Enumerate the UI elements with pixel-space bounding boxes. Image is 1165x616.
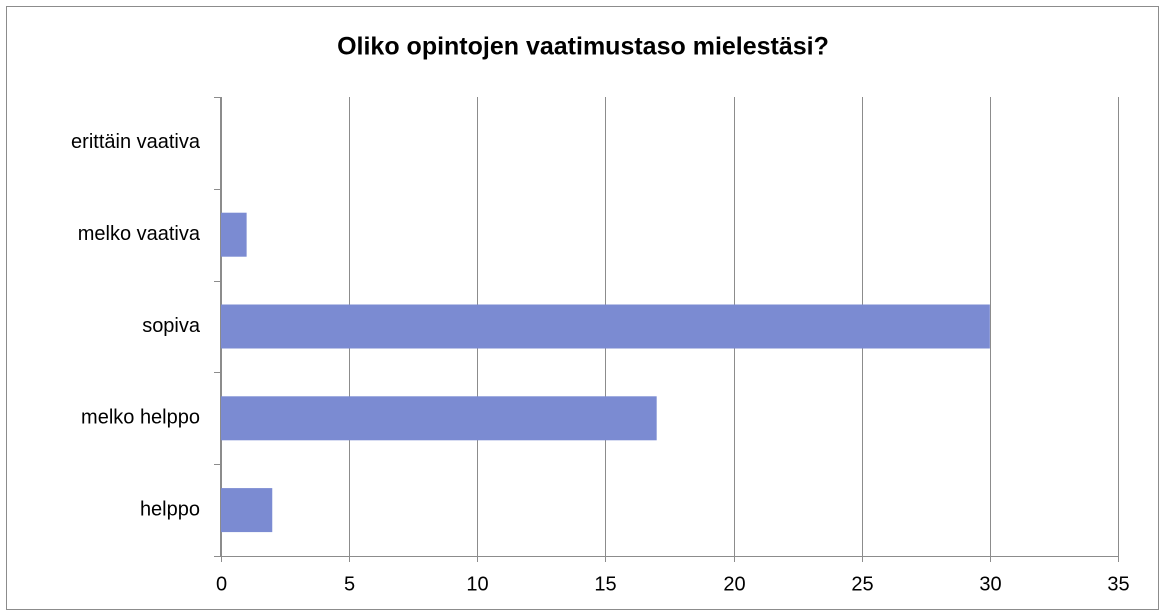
bar xyxy=(221,488,273,533)
x-tick-label: 0 xyxy=(216,573,227,595)
bar xyxy=(221,396,657,441)
x-tick-label: 20 xyxy=(723,573,745,595)
y-tick-label: sopiva xyxy=(142,315,201,337)
y-tick-label: erittäin vaativa xyxy=(71,131,201,153)
x-tick-label: 15 xyxy=(594,573,616,595)
x-tick-label: 5 xyxy=(344,573,355,595)
x-tick-label: 30 xyxy=(979,573,1001,595)
x-tick-label: 10 xyxy=(466,573,488,595)
chart-title: Oliko opintojen vaatimustaso mielestäsi? xyxy=(337,33,829,61)
x-tick-label: 25 xyxy=(851,573,873,595)
y-tick-label: melko vaativa xyxy=(78,223,201,245)
x-tick-label: 35 xyxy=(1107,573,1129,595)
bar xyxy=(221,212,247,257)
y-tick-label: melko helppo xyxy=(81,407,200,429)
y-tick-label: helppo xyxy=(140,498,200,520)
bar xyxy=(221,304,990,349)
